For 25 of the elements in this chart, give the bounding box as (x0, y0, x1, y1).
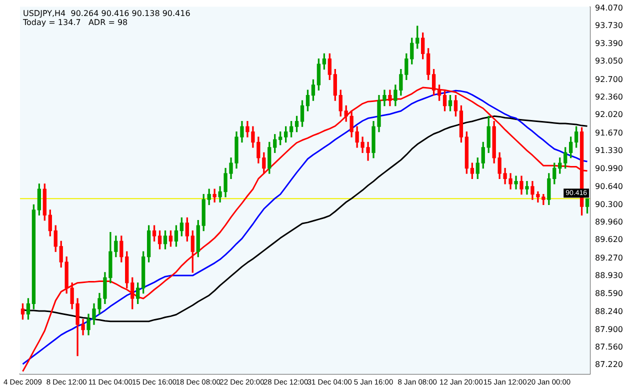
y-tick-label: 88.240 (595, 307, 624, 316)
y-tick-label: 88.590 (595, 288, 624, 298)
text: Today = 134.7 ADR = 98 (22, 18, 128, 27)
y-tick-label: 89.270 (595, 253, 624, 262)
y-tick-label: 92.360 (595, 92, 624, 102)
y-tick-label: 90.990 (595, 164, 624, 173)
y-tick-label: 94.070 (595, 3, 624, 12)
y-tick-label: 92.700 (595, 74, 624, 84)
y-tick-label: 88.930 (595, 271, 624, 280)
y-tick-label: 90.640 (595, 182, 624, 192)
candlestick (514, 176, 518, 190)
chart-title: USDJPY,H4 90.264 90.416 90.138 90.416 (23, 8, 190, 18)
y-tick-label: 87.220 (595, 360, 624, 370)
y-tick-label: 89.620 (595, 235, 624, 244)
y-tick-label: 92.020 (595, 110, 624, 120)
y-tick-label: 89.960 (595, 218, 624, 227)
y-tick-label: 91.330 (595, 146, 624, 156)
y-tick-label: 87.900 (595, 324, 624, 334)
y-tick-label: 93.390 (595, 38, 624, 48)
y-tick-label: 87.560 (595, 342, 624, 352)
y-tick-label: 91.670 (595, 128, 624, 138)
y-tick-label: 93.050 (595, 56, 624, 66)
y-tick-label: 93.730 (595, 21, 624, 30)
candlestick (212, 188, 216, 202)
y-tick-label: 90.300 (595, 200, 624, 209)
